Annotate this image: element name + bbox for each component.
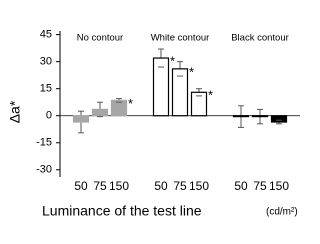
y-tick-label: 45 [40, 29, 52, 41]
y-tick-label: -30 [36, 164, 52, 176]
x-tick-label: 150 [269, 179, 289, 193]
significance-mark: * [128, 96, 133, 111]
bar [72, 115, 90, 123]
y-tick-label: 30 [40, 56, 52, 68]
x-tick-label: 150 [109, 179, 129, 193]
x-axis-label: Luminance of the test line [42, 203, 202, 219]
bar [91, 108, 109, 117]
x-tick-label: 75 [173, 179, 187, 193]
bar [152, 57, 170, 117]
group-label: Black contour [231, 33, 289, 44]
x-tick-label: 75 [93, 179, 107, 193]
x-axis-unit: (cd/m²) [266, 207, 298, 218]
x-tick-label: 50 [74, 179, 88, 193]
chart: Δa* Luminance of the test line (cd/m²) -… [7, 29, 300, 219]
bar [171, 68, 189, 117]
significance-mark: * [208, 88, 213, 103]
y-tick-label: -15 [36, 137, 52, 149]
group-label: White contour [151, 33, 210, 44]
significance-mark: * [189, 64, 194, 79]
bar [270, 115, 288, 123]
bar [190, 91, 208, 117]
y-tick-label: 0 [46, 110, 52, 122]
y-tick-label: 15 [40, 83, 52, 95]
significance-mark: * [170, 53, 175, 68]
x-tick-label: 75 [253, 179, 267, 193]
bar [251, 115, 269, 118]
group-label: No contour [77, 33, 123, 44]
x-tick-label: 150 [189, 179, 209, 193]
y-axis-label: Δa* [7, 100, 23, 123]
bar [232, 115, 250, 118]
x-tick-label: 50 [234, 179, 248, 193]
x-tick-label: 50 [154, 179, 168, 193]
bar [110, 99, 128, 117]
